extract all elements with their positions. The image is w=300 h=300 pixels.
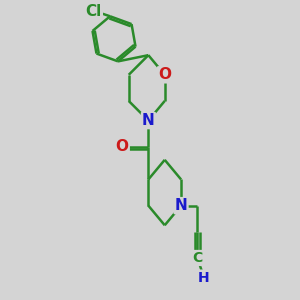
Text: N: N [175,198,188,213]
Text: O: O [158,67,171,82]
Text: O: O [116,139,129,154]
Text: H: H [198,271,210,285]
Text: C: C [192,251,203,265]
Text: Cl: Cl [85,4,102,19]
Text: N: N [142,113,155,128]
